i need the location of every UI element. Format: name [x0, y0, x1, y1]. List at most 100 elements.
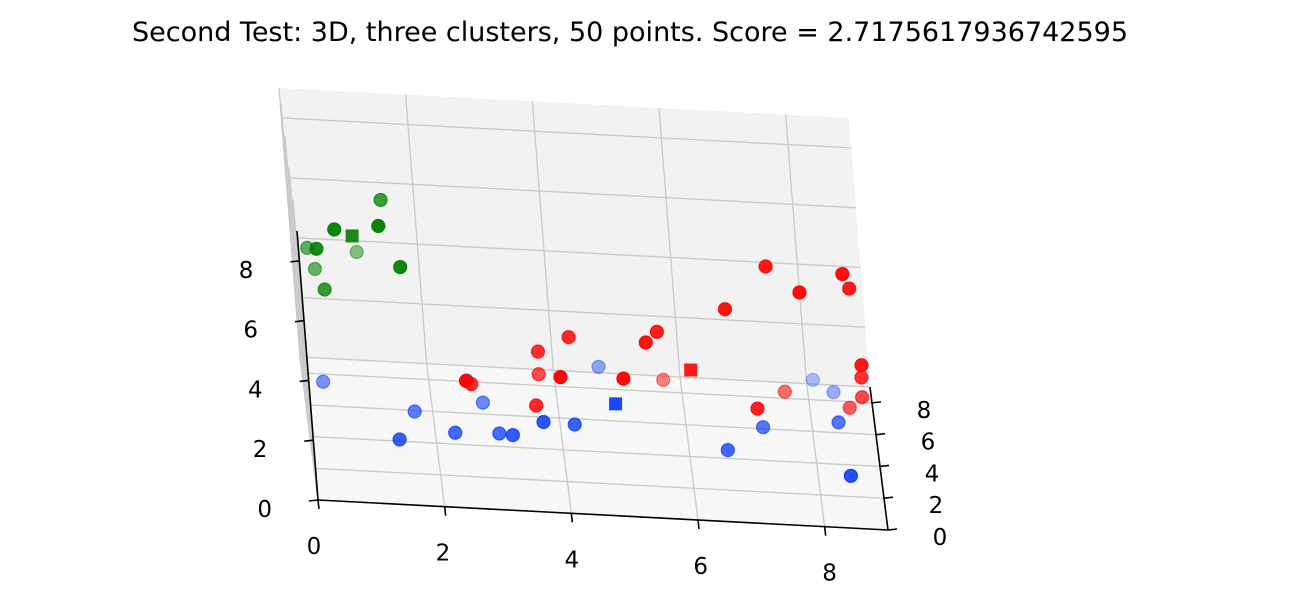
grid-line-y [288, 167, 311, 437]
data-point [755, 420, 771, 435]
data-point [854, 370, 869, 385]
grid-line-y [313, 467, 885, 499]
data-point [317, 282, 332, 297]
y-tick-mark [875, 432, 886, 436]
data-point [458, 373, 474, 388]
data-point [529, 398, 544, 413]
data-point [835, 266, 850, 282]
data-point [777, 384, 792, 399]
z-tick-label: 6 [243, 318, 258, 344]
data-point [531, 367, 546, 382]
grid-line-z [285, 177, 305, 321]
grid-line-x [531, 101, 554, 371]
z-tick-mark [299, 379, 309, 383]
data-point [792, 285, 807, 300]
data-point [307, 261, 323, 277]
grid-line-x [658, 107, 681, 378]
cluster-center-marker [684, 363, 698, 377]
data-point [536, 414, 551, 430]
z-tick-mark [294, 319, 305, 323]
grid-line-x [405, 94, 428, 364]
data-point [327, 222, 342, 237]
data-point [831, 415, 846, 430]
grid-line-x [552, 370, 572, 514]
data-point [842, 400, 857, 415]
grid-line-y [292, 199, 315, 469]
data-point [561, 330, 576, 345]
grid-line-z [280, 117, 300, 261]
data-point [309, 241, 324, 256]
data-point [638, 335, 653, 350]
data-point [656, 372, 671, 387]
cluster-center-marker [345, 229, 359, 243]
x-tick-label: 4 [564, 547, 579, 573]
data-point [854, 358, 869, 373]
grid-line-x [278, 87, 301, 358]
x-tick-label: 8 [822, 561, 837, 587]
data-point [530, 344, 546, 359]
grid-line-z [285, 177, 857, 209]
data-point [842, 281, 857, 296]
z-tick-mark [308, 499, 319, 502]
z-tick-mark [290, 260, 300, 263]
z-tick-mark [304, 439, 314, 443]
data-point [448, 425, 463, 440]
data-point [826, 385, 841, 400]
data-point [758, 259, 773, 274]
grid-line-x [426, 363, 446, 507]
grid-line-y [280, 103, 303, 373]
grid-line-x [806, 383, 826, 527]
data-points [300, 192, 870, 483]
y-tick-mark [883, 496, 894, 500]
cluster-center-marker [609, 397, 623, 411]
grid-line-x [679, 376, 699, 521]
data-point [805, 372, 821, 387]
z-axis-line [296, 230, 319, 501]
grid-line-x [785, 114, 808, 384]
y-tick-label: 4 [925, 461, 940, 487]
data-point [349, 244, 364, 260]
z-tick-label: 0 [257, 497, 272, 523]
grid-line-z [295, 296, 866, 328]
y-tick-label: 8 [917, 398, 932, 424]
x-tick-mark [443, 506, 447, 516]
y-tick-mark [879, 464, 890, 468]
x-tick-label: 6 [693, 554, 708, 580]
data-point [750, 401, 765, 416]
data-point [407, 404, 422, 419]
data-point [567, 417, 582, 432]
z-tick-label: 8 [239, 258, 254, 284]
grid-line-y [284, 135, 307, 405]
z-tick-label: 2 [253, 437, 268, 463]
data-point [855, 390, 870, 405]
data-point [393, 259, 408, 275]
x-axis-line [317, 499, 889, 531]
x-tick-label: 2 [436, 541, 451, 567]
data-point [717, 302, 733, 317]
data-point [553, 369, 568, 385]
data-point [392, 432, 407, 447]
grid-line-y [305, 404, 877, 436]
x-tick-mark [697, 519, 700, 530]
data-point [475, 395, 490, 410]
x-tick-mark [823, 526, 827, 536]
x-tick-mark [317, 499, 320, 510]
data-point [492, 426, 507, 441]
tick-labels: 0 2 4 6 8 0 2 4 6 8 0 2 4 6 8 [239, 258, 948, 587]
x-tick-mark [570, 513, 574, 523]
data-point [316, 374, 331, 389]
axis-panes [279, 88, 888, 530]
data-point [649, 324, 664, 339]
data-point [373, 192, 388, 208]
data-point [616, 371, 631, 386]
y-tick-mark [887, 528, 898, 531]
data-point [720, 442, 735, 458]
grid-line-z [299, 356, 871, 388]
floor-pane [300, 357, 888, 530]
x-tick-label: 0 [307, 534, 322, 560]
grid-line-z [281, 117, 852, 149]
axis-lines [290, 230, 898, 536]
data-point [843, 468, 858, 483]
z-tick-label: 4 [248, 377, 263, 403]
